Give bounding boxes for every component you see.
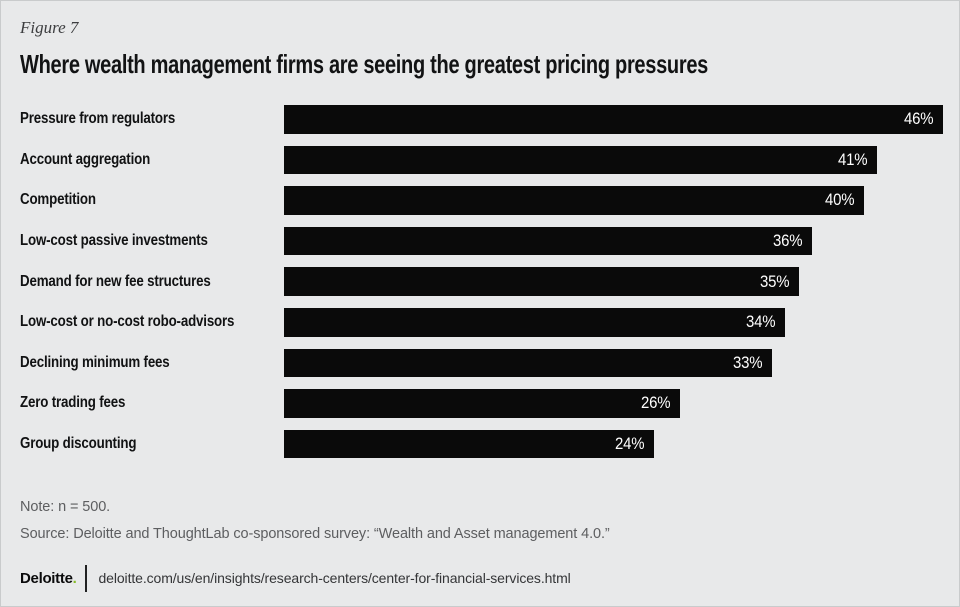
- bar: 33%: [284, 348, 772, 378]
- chart-title: Where wealth management firms are seeing…: [20, 49, 708, 79]
- chart-row: Group discounting 24%: [20, 424, 940, 465]
- chart-source: Source: Deloitte and ThoughtLab co-spons…: [20, 526, 610, 542]
- bar-category-label: Account aggregation: [20, 150, 151, 168]
- footer: Deloitte. deloitte.com/us/en/insights/re…: [20, 563, 571, 593]
- bar-category-label: Low-cost or no-cost robo-advisors: [20, 313, 235, 331]
- bar-category-label: Zero trading fees: [20, 394, 126, 412]
- bar-track: 33%: [284, 348, 940, 378]
- bar-chart: Pressure from regulators 46% Account aggre…: [20, 99, 943, 465]
- chart-row: Low-cost passive investments 36%: [20, 221, 940, 262]
- bar-track: 40%: [284, 186, 940, 215]
- bar-value-label: 36%: [772, 231, 803, 251]
- bar: 24%: [284, 429, 654, 459]
- bar-category-label: Pressure from regulators: [20, 110, 176, 128]
- bar-category-label: Competition: [20, 191, 96, 209]
- bar: 35%: [284, 267, 799, 296]
- bar: 36%: [284, 226, 812, 256]
- chart-row: Declining minimum fees 33%: [20, 343, 940, 384]
- bar-track: 36%: [284, 226, 940, 256]
- bar-value-label: 46%: [903, 109, 934, 129]
- bar: 46%: [284, 105, 943, 134]
- bar-category-label: Group discounting: [20, 435, 137, 453]
- chart-row: Low-cost or no-cost robo-advisors 34%: [20, 302, 940, 343]
- chart-note: Note: n = 500.: [20, 499, 111, 515]
- chart-row: Account aggregation 41%: [20, 140, 940, 181]
- bar: 41%: [284, 145, 877, 175]
- bar-category-label: Demand for new fee structures: [20, 272, 211, 290]
- footer-divider: [85, 564, 88, 592]
- bar-value-label: 24%: [614, 434, 645, 454]
- deloitte-logo-text: Deloitte: [20, 569, 73, 587]
- chart-row: Demand for new fee structures 35%: [20, 261, 940, 302]
- deloitte-logo: Deloitte.: [20, 569, 77, 587]
- bar-category-label: Low-cost passive investments: [20, 232, 208, 250]
- bar-value-label: 35%: [759, 271, 790, 291]
- bar: 26%: [284, 389, 680, 418]
- bar-category-label: Declining minimum fees: [20, 353, 170, 371]
- bar-track: 41%: [284, 145, 940, 175]
- bar: 34%: [284, 308, 785, 337]
- bar-value-label: 33%: [732, 352, 763, 372]
- footer-url: deloitte.com/us/en/insights/research-cen…: [98, 570, 571, 586]
- bar-value-label: 34%: [745, 312, 776, 332]
- figure-number-label: Figure 7: [20, 18, 79, 37]
- deloitte-logo-green-dot: .: [72, 569, 77, 587]
- bar-value-label: 40%: [824, 190, 855, 210]
- bar-track: 24%: [284, 429, 940, 459]
- bar: 40%: [284, 186, 864, 215]
- chart-row: Zero trading fees 26%: [20, 383, 940, 424]
- bar-value-label: 26%: [640, 393, 671, 413]
- chart-row: Competition 40%: [20, 180, 940, 221]
- bar-value-label: 41%: [837, 149, 868, 169]
- bar-track: 34%: [284, 308, 940, 337]
- bar-track: 35%: [284, 267, 940, 296]
- bar-track: 26%: [284, 389, 940, 418]
- chart-row: Pressure from regulators 46%: [20, 99, 943, 140]
- bar-track: 46%: [284, 105, 943, 134]
